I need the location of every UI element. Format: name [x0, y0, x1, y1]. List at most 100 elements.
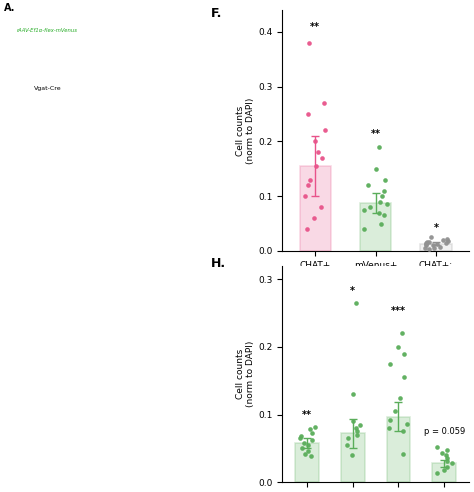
Point	[349, 390, 357, 398]
Point	[427, 233, 435, 241]
Point	[380, 212, 388, 219]
Point	[442, 451, 450, 459]
Point	[311, 137, 319, 145]
Point	[366, 203, 374, 211]
Point	[433, 241, 441, 248]
Point	[380, 186, 388, 194]
Point	[422, 239, 429, 247]
Point	[360, 206, 368, 214]
Point	[425, 245, 432, 253]
Y-axis label: Cell counts
(norm to DAPI): Cell counts (norm to DAPI)	[236, 341, 255, 407]
Point	[433, 469, 440, 477]
Point	[423, 238, 431, 246]
Point	[344, 434, 352, 442]
Point	[307, 453, 315, 461]
Text: Vgat-Cre: Vgat-Cre	[34, 86, 61, 91]
Point	[306, 426, 313, 433]
Bar	[300, 166, 331, 251]
Point	[441, 466, 448, 474]
Point	[310, 214, 318, 222]
Point	[444, 237, 452, 245]
Point	[401, 373, 408, 381]
Point	[375, 143, 383, 151]
Point	[381, 176, 389, 184]
Bar	[387, 417, 410, 482]
Point	[404, 420, 411, 428]
Point	[300, 439, 308, 447]
Point	[356, 421, 364, 429]
Point	[320, 99, 328, 107]
Point	[394, 343, 402, 351]
Text: A.: A.	[4, 3, 15, 13]
Point	[386, 416, 394, 424]
Point	[378, 192, 385, 200]
Text: F.: F.	[211, 7, 222, 21]
Point	[343, 441, 351, 449]
Point	[321, 126, 329, 134]
Point	[401, 350, 408, 358]
Bar	[420, 244, 452, 251]
Point	[301, 450, 309, 458]
Point	[304, 181, 311, 189]
Point	[443, 463, 450, 471]
Point	[296, 434, 303, 442]
Point	[349, 417, 357, 425]
Point	[430, 244, 438, 251]
Point	[309, 436, 316, 444]
Text: p = 0.059: p = 0.059	[423, 427, 465, 436]
Point	[444, 457, 451, 464]
Point	[375, 209, 383, 216]
Y-axis label: Cell counts
(norm to DAPI): Cell counts (norm to DAPI)	[236, 97, 255, 163]
Point	[311, 423, 319, 430]
Point	[422, 241, 430, 249]
Point	[429, 242, 437, 249]
Point	[308, 430, 316, 437]
Point	[303, 225, 311, 233]
Point	[438, 449, 446, 457]
Text: *: *	[434, 223, 438, 233]
Point	[442, 239, 450, 246]
Point	[439, 236, 447, 244]
Point	[391, 407, 399, 415]
Point	[372, 165, 380, 173]
Text: *: *	[350, 286, 356, 296]
Point	[399, 450, 407, 458]
Point	[443, 235, 451, 243]
Point	[396, 394, 403, 401]
Point	[443, 446, 451, 454]
Text: H.: H.	[211, 257, 226, 270]
Point	[425, 238, 433, 246]
Text: **: **	[371, 128, 381, 139]
Point	[378, 219, 385, 227]
Point	[422, 240, 429, 248]
Point	[360, 225, 368, 233]
Point	[304, 441, 312, 449]
Point	[297, 432, 304, 440]
Point	[386, 360, 394, 368]
Point	[444, 454, 451, 461]
Point	[318, 154, 326, 162]
Text: **: **	[310, 22, 320, 32]
Text: rAAV-Ef1α-flex-mVenus: rAAV-Ef1α-flex-mVenus	[17, 28, 78, 33]
Point	[307, 176, 314, 184]
Point	[376, 198, 383, 206]
Point	[449, 460, 456, 467]
Point	[348, 451, 356, 459]
Point	[352, 299, 359, 307]
Point	[304, 447, 312, 455]
Point	[304, 110, 312, 118]
Bar	[295, 443, 319, 482]
Point	[421, 244, 429, 252]
Point	[301, 192, 309, 200]
Point	[312, 162, 319, 170]
Point	[433, 443, 441, 451]
Point	[364, 181, 372, 189]
Bar	[432, 463, 456, 482]
Point	[400, 428, 407, 435]
Point	[317, 203, 325, 211]
Bar	[341, 433, 365, 482]
Point	[386, 424, 393, 432]
Text: **: **	[302, 410, 312, 420]
Point	[305, 39, 312, 47]
Point	[353, 431, 361, 439]
